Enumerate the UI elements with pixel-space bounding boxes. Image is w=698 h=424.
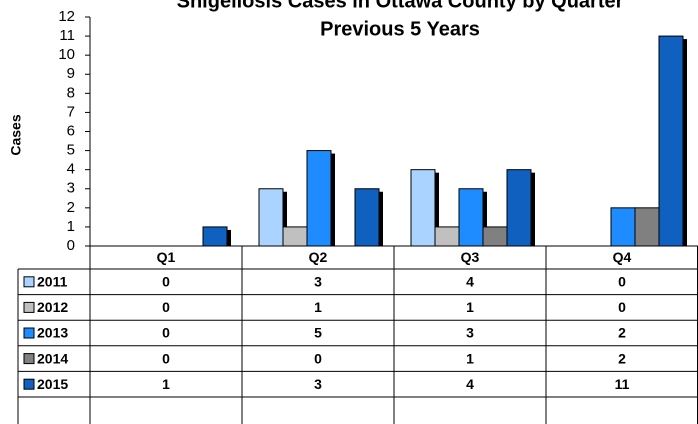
bar xyxy=(202,226,228,247)
chart-subtitle: Previous 5 Years xyxy=(320,18,480,40)
y-tick-label: 4 xyxy=(67,161,75,178)
legend-label: 2011 xyxy=(37,274,68,290)
table-value: 0 xyxy=(314,350,322,366)
table-value: 2 xyxy=(618,350,626,366)
legend-swatch xyxy=(23,276,35,288)
table-value: 1 xyxy=(314,299,322,315)
y-tick-label: 10 xyxy=(58,46,75,63)
x-tick-label: Q1 xyxy=(157,249,176,265)
y-tick-label: 8 xyxy=(67,84,75,101)
table-value: 1 xyxy=(162,376,170,392)
y-tick-label: 2 xyxy=(67,199,75,216)
table-value: 0 xyxy=(618,274,626,290)
y-tick-label: 11 xyxy=(59,27,75,44)
table-value: 4 xyxy=(466,274,474,290)
y-tick-label: 7 xyxy=(67,103,75,120)
bar xyxy=(282,226,308,247)
table-value: 1 xyxy=(466,350,474,366)
table-value: 0 xyxy=(162,299,170,315)
y-tick-label: 1 xyxy=(67,218,75,235)
legend-label: 2013 xyxy=(37,325,68,341)
y-tick-label: 3 xyxy=(67,180,75,197)
y-tick-label: 0 xyxy=(67,237,75,254)
legend-label: 2014 xyxy=(37,350,68,366)
bar xyxy=(506,169,532,247)
table-value: 0 xyxy=(162,325,170,341)
bar xyxy=(658,35,684,247)
table-value: 11 xyxy=(615,376,630,392)
y-tick-label: 12 xyxy=(58,8,75,25)
legend-swatch xyxy=(23,301,35,313)
bar xyxy=(410,169,436,247)
legend-swatch xyxy=(23,353,35,365)
table-value: 3 xyxy=(314,274,322,290)
table-value: 1 xyxy=(466,299,474,315)
legend-label: 2015 xyxy=(37,376,68,392)
legend-swatch xyxy=(23,327,35,339)
table-value: 0 xyxy=(162,274,170,290)
bar xyxy=(306,150,332,247)
legend-label: 2012 xyxy=(37,299,68,315)
table-value: 4 xyxy=(466,376,474,392)
y-tick-label: 5 xyxy=(67,142,75,159)
bar xyxy=(258,188,284,247)
bar xyxy=(434,226,460,247)
y-axis-label: Cases xyxy=(8,114,24,155)
bar xyxy=(634,207,660,247)
chart-title: Shigellosis Cases in Ottawa County by Qu… xyxy=(177,0,624,12)
table-value: 3 xyxy=(314,376,322,392)
bar xyxy=(610,207,636,247)
y-tick-label: 9 xyxy=(67,65,75,82)
legend-swatch xyxy=(23,378,35,390)
bar xyxy=(482,226,508,247)
table-value: 3 xyxy=(466,325,474,341)
bar xyxy=(354,188,380,247)
table-value: 5 xyxy=(314,325,322,341)
table-value: 0 xyxy=(618,299,626,315)
x-tick-label: Q4 xyxy=(613,249,632,265)
y-tick-label: 6 xyxy=(67,122,75,139)
bar xyxy=(458,188,484,247)
table-value: 2 xyxy=(618,325,626,341)
x-tick-label: Q2 xyxy=(309,249,328,265)
x-tick-label: Q3 xyxy=(461,249,480,265)
table-value: 0 xyxy=(162,350,170,366)
